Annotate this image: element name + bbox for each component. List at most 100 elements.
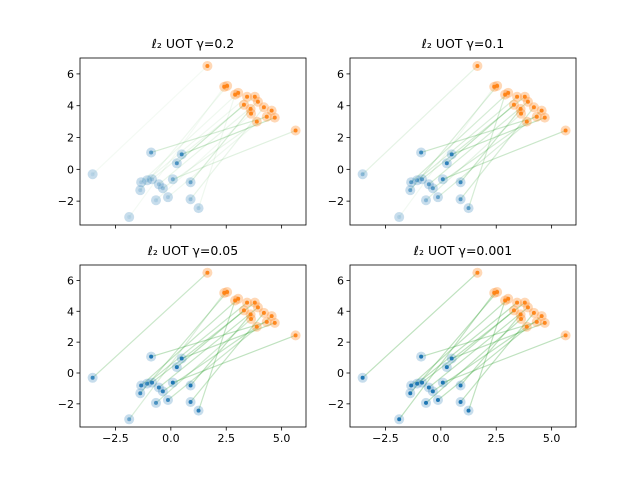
- transport-link: [362, 272, 478, 379]
- target-point: [248, 106, 253, 111]
- source-halo: [135, 185, 146, 196]
- source-halo: [147, 174, 158, 185]
- source-point: [150, 177, 155, 182]
- target-point: [515, 94, 520, 99]
- source-point: [449, 356, 454, 361]
- source-point: [360, 172, 365, 177]
- source-point: [149, 150, 154, 155]
- subplot: ℓ₂ UOT γ=0.001 −2.5 0.0 2.5 5.0 −2 0 2 4 6: [328, 243, 577, 445]
- source-point: [435, 195, 440, 200]
- transport-link: [428, 306, 529, 388]
- subplot: ℓ₂ UOT γ=0.05 −2.5 0.0 2.5 5.0 −2 0 2 4 6: [58, 243, 307, 445]
- source-point: [174, 161, 179, 166]
- source-point: [458, 197, 463, 202]
- source-point: [156, 385, 161, 390]
- transport-link: [158, 101, 259, 185]
- transport-link: [460, 312, 535, 403]
- x-tick-label: −2.5: [372, 432, 399, 445]
- source-point: [188, 400, 193, 405]
- target-point: [248, 312, 253, 317]
- transport-link: [432, 121, 528, 189]
- source-point: [408, 391, 413, 396]
- transport-link: [197, 300, 236, 411]
- source-point: [188, 197, 193, 202]
- target-point: [236, 90, 241, 95]
- transport-link: [398, 86, 495, 218]
- source-halo: [150, 195, 161, 206]
- target-point: [511, 308, 516, 313]
- target-point: [506, 296, 511, 301]
- y-tick-label: 6: [67, 274, 74, 287]
- subplot-title: ℓ₂ UOT γ=0.2: [151, 36, 235, 51]
- transport-link: [128, 292, 225, 420]
- transport-link: [410, 92, 509, 183]
- target-point: [205, 63, 210, 68]
- target-point: [254, 119, 259, 124]
- transport-link: [460, 313, 522, 386]
- target-point: [264, 319, 269, 324]
- transport-link: [139, 291, 228, 394]
- target-point: [293, 128, 298, 133]
- x-tick-label: 0.0: [432, 432, 450, 445]
- transport-link: [167, 110, 273, 198]
- target-point: [475, 63, 480, 68]
- subplot-title: ℓ₂ UOT γ=0.001: [413, 243, 512, 258]
- source-point: [127, 215, 132, 220]
- source-point: [408, 188, 413, 193]
- source-point: [419, 354, 424, 359]
- y-tick-label: 2: [337, 336, 344, 349]
- transport-link: [190, 313, 252, 386]
- transport-link: [420, 116, 537, 154]
- source-point: [444, 365, 449, 370]
- transport-link: [190, 108, 252, 183]
- target-point: [293, 333, 298, 338]
- target-point: [205, 270, 210, 275]
- source-point: [458, 400, 463, 405]
- source-point: [138, 188, 143, 193]
- y-tick-label: 2: [337, 132, 344, 145]
- transport-link: [420, 321, 537, 358]
- transport-link: [451, 117, 545, 155]
- target-point: [534, 114, 539, 119]
- y-tick-label: 4: [67, 100, 74, 113]
- subplot-title: ℓ₂ UOT γ=0.1: [421, 36, 505, 51]
- source-point: [179, 356, 184, 361]
- transport-link: [155, 318, 252, 404]
- target-point: [252, 300, 257, 305]
- source-point: [449, 152, 454, 157]
- target-point: [272, 320, 277, 325]
- target-point: [261, 310, 266, 315]
- target-point: [525, 99, 530, 104]
- subplot: ℓ₂ UOT γ=0.1 −2 0 2 4 6: [328, 36, 577, 229]
- source-point: [420, 177, 425, 182]
- source-point: [435, 398, 440, 402]
- target-point: [254, 324, 259, 329]
- target-point: [241, 308, 246, 313]
- transport-link: [410, 298, 509, 386]
- transport-link: [146, 302, 248, 385]
- y-tick-label: −2: [58, 195, 74, 208]
- transport-link: [409, 85, 498, 191]
- transport-link: [172, 129, 296, 180]
- source-point: [466, 408, 471, 413]
- source-point: [165, 195, 170, 200]
- source-halo: [357, 169, 368, 180]
- source-point: [397, 417, 402, 422]
- transport-link: [446, 309, 515, 368]
- y-tick-label: 4: [337, 100, 344, 113]
- transport-link: [92, 65, 208, 175]
- target-point: [539, 108, 544, 113]
- x-tick-label: 2.5: [217, 432, 235, 445]
- transport-link: [162, 121, 258, 189]
- transport-link: [416, 96, 518, 181]
- transport-link: [190, 106, 265, 200]
- source-point: [139, 383, 144, 388]
- target-point: [241, 102, 246, 107]
- transport-link: [181, 117, 275, 155]
- transport-link: [181, 322, 275, 360]
- transport-link: [190, 312, 265, 403]
- source-point: [440, 380, 445, 385]
- source-point: [188, 180, 193, 185]
- target-point: [233, 92, 238, 97]
